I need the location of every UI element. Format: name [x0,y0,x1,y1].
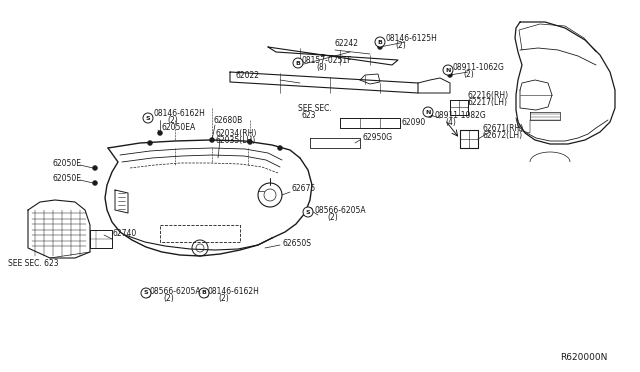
Text: 62680B: 62680B [213,115,243,125]
Text: B: B [296,61,300,65]
Text: 62034(RH): 62034(RH) [216,128,257,138]
Circle shape [378,45,383,49]
Text: 62242: 62242 [335,38,359,48]
Circle shape [93,166,97,170]
Text: 08566-6205A: 08566-6205A [150,288,202,296]
Text: B: B [202,291,207,295]
Text: B: B [378,39,383,45]
Text: 62050E: 62050E [52,173,81,183]
Circle shape [428,112,433,118]
Text: 62740: 62740 [112,228,136,237]
Text: R620000N: R620000N [560,353,607,362]
Circle shape [147,141,152,145]
Text: 62675: 62675 [292,183,316,192]
Text: (8): (8) [316,62,327,71]
Text: 08566-6205A: 08566-6205A [315,205,367,215]
Text: (2): (2) [463,70,474,78]
Text: 62216(RH): 62216(RH) [468,90,509,99]
Text: 62090: 62090 [402,118,426,126]
Circle shape [293,58,303,68]
Text: 08157-0251F: 08157-0251F [302,55,353,64]
Text: 62950G: 62950G [363,132,393,141]
Text: 62050E: 62050E [52,158,81,167]
Circle shape [447,73,452,77]
Circle shape [157,131,163,135]
Text: 62022: 62022 [235,71,259,80]
Circle shape [141,288,151,298]
Text: 62050EA: 62050EA [162,122,196,131]
Text: (2): (2) [395,41,406,49]
Circle shape [209,138,214,142]
Circle shape [93,180,97,186]
Text: 62217(LH): 62217(LH) [468,97,508,106]
Circle shape [204,292,209,298]
Text: (2): (2) [167,115,178,125]
Text: 623: 623 [302,110,317,119]
Text: (2): (2) [163,295,173,304]
Text: S: S [144,291,148,295]
Text: (4): (4) [445,118,456,126]
Text: N: N [426,109,431,115]
Circle shape [423,107,433,117]
Text: SEE SEC. 623: SEE SEC. 623 [8,259,59,267]
Text: 62672(LH): 62672(LH) [483,131,523,140]
Circle shape [307,208,312,212]
Text: 08146-6162H: 08146-6162H [208,288,260,296]
Circle shape [278,145,282,151]
Circle shape [248,140,253,144]
Circle shape [199,288,209,298]
Circle shape [145,292,150,298]
Text: N: N [445,67,451,73]
Circle shape [303,207,313,217]
Text: 08146-6125H: 08146-6125H [386,33,438,42]
Circle shape [143,113,153,123]
Text: 62035(LH): 62035(LH) [216,135,256,144]
Text: 62650S: 62650S [283,238,312,247]
Text: 08911-1082G: 08911-1082G [435,110,487,119]
Text: S: S [306,209,310,215]
Text: SEE SEC.: SEE SEC. [298,103,332,112]
Text: 08146-6162H: 08146-6162H [153,109,205,118]
Circle shape [443,65,453,75]
Text: (2): (2) [327,212,338,221]
Circle shape [375,37,385,47]
Text: 08911-1062G: 08911-1062G [453,62,505,71]
Text: S: S [146,115,150,121]
Text: 62671(RH): 62671(RH) [483,124,524,132]
Text: (2): (2) [218,295,228,304]
